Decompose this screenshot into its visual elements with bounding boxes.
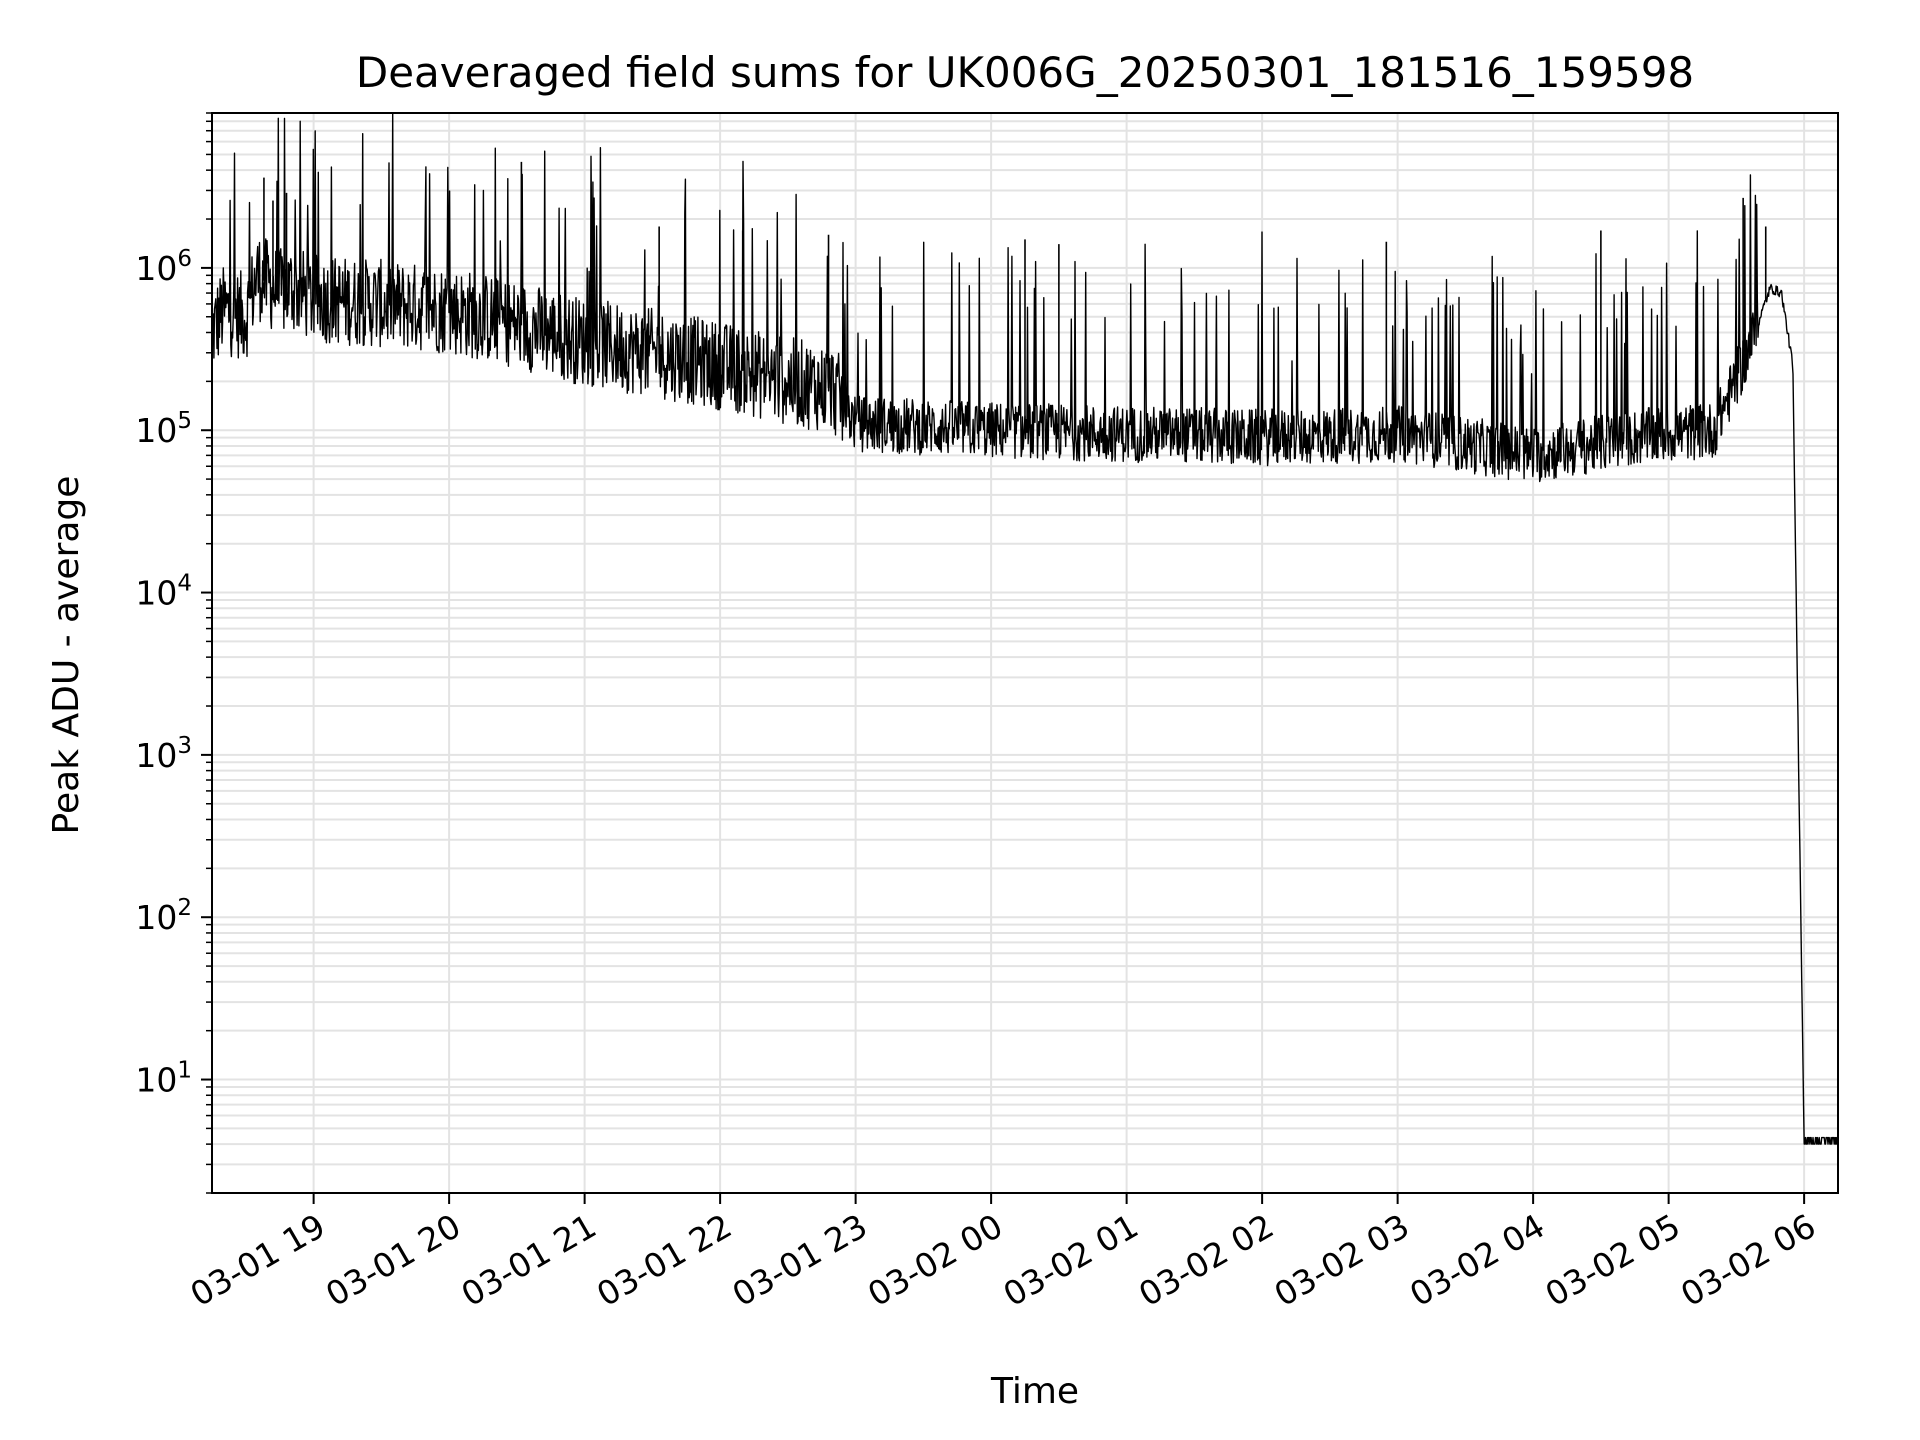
y-tick-label-exponent: 2 xyxy=(177,895,192,921)
plot-line-group xyxy=(211,112,1839,1145)
y-tick-label-exponent: 6 xyxy=(177,246,192,272)
y-tick-label-exponent: 5 xyxy=(177,408,192,434)
y-tick-label-base: 10 xyxy=(135,1061,177,1100)
chart-title: Deaveraged field sums for UK006G_2025030… xyxy=(356,48,1694,97)
y-tick-label-exponent: 4 xyxy=(177,571,192,597)
y-tick-label: 105 xyxy=(135,408,192,450)
y-tick-label-exponent: 3 xyxy=(177,733,192,759)
y-tick-label-base: 10 xyxy=(135,898,177,937)
y-tick-label-base: 10 xyxy=(135,411,177,450)
y-axis-label: Peak ADU - average xyxy=(46,476,87,835)
y-tick-label-base: 10 xyxy=(135,249,177,288)
minor-grid xyxy=(212,112,1838,1194)
y-tick-label-base: 10 xyxy=(135,736,177,775)
y-tick-label: 103 xyxy=(135,733,192,775)
y-tick-label: 106 xyxy=(135,246,192,288)
y-tick-label: 104 xyxy=(135,571,192,613)
y-tick-label: 102 xyxy=(135,895,192,937)
plot-frame xyxy=(211,112,1839,1194)
y-tick-label-base: 10 xyxy=(135,574,177,613)
x-axis-label: Time xyxy=(990,1371,1079,1412)
y-tick-label-exponent: 1 xyxy=(177,1058,192,1084)
y-tick-label: 101 xyxy=(135,1058,192,1100)
